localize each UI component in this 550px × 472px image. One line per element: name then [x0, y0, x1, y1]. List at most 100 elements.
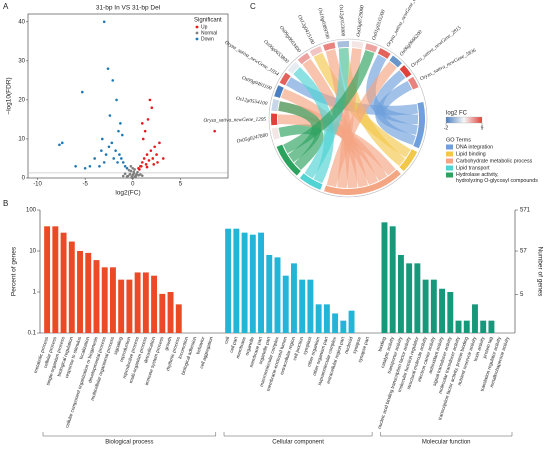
point	[144, 163, 148, 166]
y-tick-label: 10	[18, 137, 25, 143]
bar	[488, 320, 495, 333]
x-tick-label: 5	[179, 182, 183, 188]
legend-label: Lipid binding	[456, 151, 486, 157]
bar	[455, 320, 462, 333]
x-tick-label: nucleoid	[344, 336, 354, 355]
bar	[258, 232, 265, 333]
point	[116, 161, 119, 164]
legend-label: DNA integration	[456, 144, 493, 150]
chart-title: 31-bp In VS 31-bp Del	[96, 5, 161, 12]
x-tick-label: cell	[223, 336, 230, 344]
legend-swatch	[446, 158, 453, 164]
point	[140, 122, 144, 125]
point	[140, 164, 143, 168]
point	[139, 173, 142, 176]
gene-fc	[279, 72, 291, 86]
point	[119, 122, 122, 125]
x-tick-label: symplast	[302, 335, 313, 355]
bar	[109, 267, 116, 333]
panel-label: C	[250, 2, 256, 11]
bar	[274, 257, 281, 333]
legend-label: Hydrolase activity, hydrolyzing O-glycosy…	[456, 172, 538, 184]
bar	[175, 304, 182, 333]
bar	[241, 232, 248, 333]
legend-label: Down	[201, 36, 214, 42]
gene-label: Os06g0653800	[262, 39, 290, 65]
gene-fc	[271, 99, 280, 112]
bar	[290, 263, 297, 333]
bar	[480, 320, 487, 333]
y-axis-label: Percent of genes	[11, 246, 18, 296]
gene-fc	[297, 52, 311, 65]
panel-label: A	[3, 2, 9, 11]
fc-title: log2 FC	[446, 111, 468, 117]
point	[102, 161, 106, 164]
legend-title: Significant	[194, 18, 222, 24]
y-tick-label: 40	[18, 19, 25, 25]
point	[118, 153, 121, 156]
x-tick-label: growth	[164, 336, 173, 351]
bar	[381, 222, 388, 333]
bar	[60, 232, 67, 333]
gene-label: Os12g0123000	[338, 4, 346, 36]
bar	[225, 228, 232, 333]
gene-label: Oryza_sativa_newGene_1295	[203, 117, 266, 124]
bar	[93, 260, 100, 333]
chord	[375, 80, 416, 146]
bar	[142, 272, 149, 333]
x-tick-label: -10	[33, 182, 42, 188]
point	[146, 118, 150, 121]
fc-tick-label: -2	[444, 125, 449, 131]
gene-fc	[287, 61, 300, 75]
x-tick-label: binding	[377, 336, 387, 352]
point	[110, 141, 114, 145]
x-tick-label: membrane	[235, 336, 247, 359]
point	[123, 172, 127, 176]
x-tick-label: -5	[82, 182, 88, 188]
bar	[340, 320, 347, 333]
bar	[101, 267, 108, 333]
point	[151, 157, 155, 160]
bar	[447, 292, 454, 333]
bar	[118, 279, 125, 333]
gene-label: Os12g0554100	[235, 95, 268, 107]
bar	[52, 226, 59, 333]
x-tick-label: protein tag	[482, 336, 494, 359]
point	[149, 149, 153, 152]
legend-label: Lipid transport	[456, 165, 490, 171]
term-arc	[324, 169, 401, 195]
point	[141, 137, 145, 141]
point	[102, 20, 106, 24]
point	[120, 133, 124, 137]
point	[123, 164, 127, 168]
legend-swatch	[446, 172, 453, 178]
point	[161, 157, 165, 160]
gene-label: Os01g0335200	[371, 9, 387, 41]
point	[140, 174, 144, 177]
point	[104, 153, 108, 156]
bar	[151, 275, 158, 333]
gene-fc	[309, 46, 323, 57]
chord	[283, 50, 375, 154]
point	[153, 145, 156, 149]
x-tick-label: locomotion	[177, 336, 189, 359]
bar	[134, 272, 141, 333]
point	[129, 164, 133, 168]
point	[133, 168, 136, 171]
bar	[332, 313, 339, 333]
bar	[414, 263, 421, 333]
x-tick-label: synapse	[352, 336, 362, 355]
term-arc	[399, 149, 418, 172]
bar	[126, 279, 133, 333]
fc-scale	[445, 116, 483, 124]
point	[155, 153, 158, 156]
point	[74, 164, 77, 168]
bar	[463, 320, 470, 333]
point	[148, 98, 152, 102]
point	[121, 161, 125, 164]
bar	[315, 304, 322, 333]
x-tick-label: behavior	[195, 336, 205, 355]
bar	[406, 263, 413, 333]
point	[213, 129, 216, 133]
